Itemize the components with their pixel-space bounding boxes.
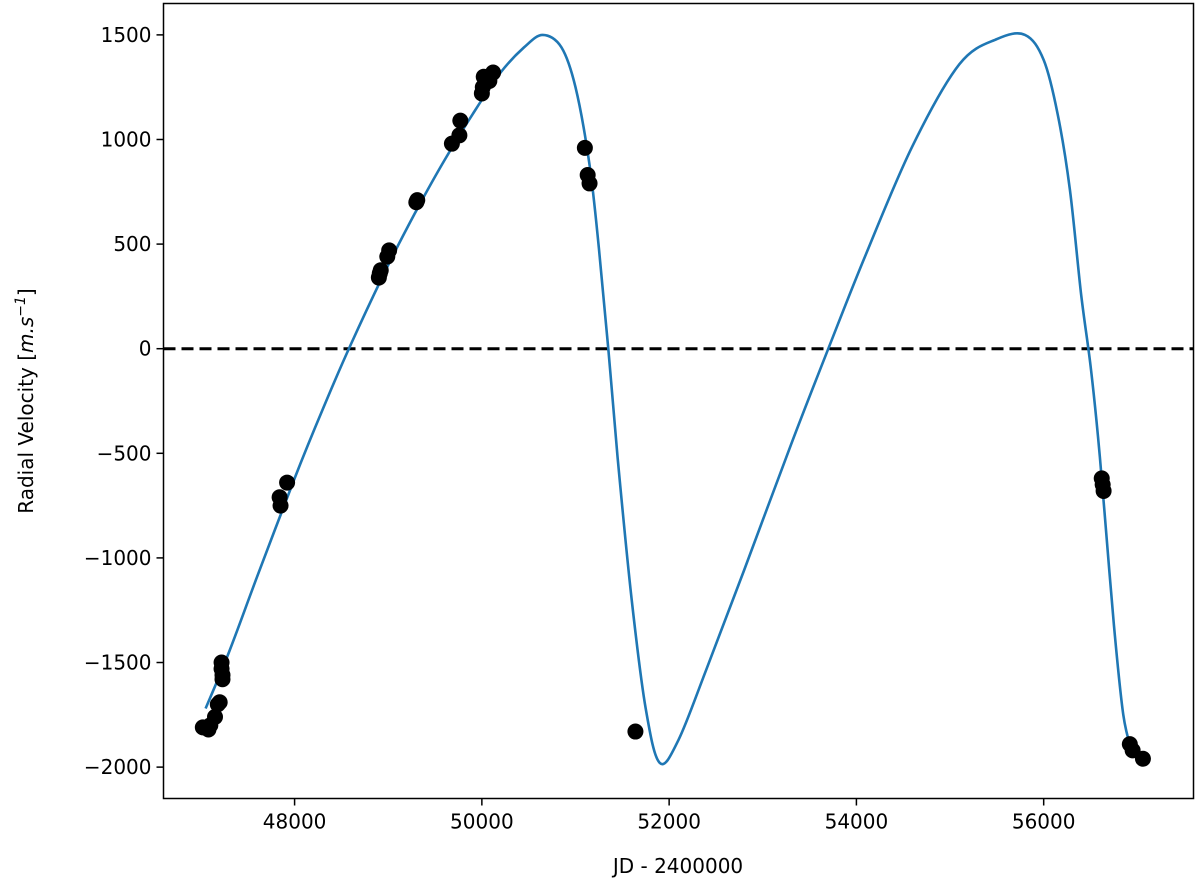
data-point [576,139,593,156]
y-axis-title-exponent: −1 [13,296,29,317]
y-tick-label: 500 [113,232,151,256]
data-point [485,64,502,81]
data-point [279,474,296,491]
data-point [451,127,468,144]
x-ticks: 48000 50000 52000 54000 56000 [263,798,1076,834]
data-point [214,671,231,688]
data-point [627,723,644,740]
data-point [1095,482,1112,499]
y-tick-label: −2000 [84,755,152,779]
x-tick-label: 56000 [1012,810,1076,834]
y-tick-label: 1500 [101,23,152,47]
axes-layer [162,2,1195,800]
data-point [381,242,398,259]
y-tick-label: 0 [139,337,152,361]
data-point [211,694,228,711]
data-point [409,192,426,209]
plot-frame [162,2,1195,800]
data-point [207,708,223,725]
y-axis-title-unit: m.s [14,317,38,353]
x-tick-label: 52000 [637,810,701,834]
y-tick-label: −1500 [84,651,152,675]
y-axis-title: Radial Velocity [m.s−1] [13,288,38,513]
data-point [372,262,389,279]
data-point [452,112,469,129]
y-axis-title-suffix: ] [14,288,38,296]
y-tick-label: −1000 [84,546,152,570]
y-axis-title-prefix: Radial Velocity [ [14,353,38,514]
x-axis-title: JD - 2400000 [611,854,743,878]
x-tick-label: 54000 [825,810,889,834]
data-point [272,497,289,514]
y-tick-label: −500 [97,441,152,465]
data-point [1134,750,1151,767]
x-tick-label: 48000 [263,810,327,834]
plot-layer [163,32,1194,767]
data-point [581,175,598,192]
y-tick-label: 1000 [101,127,152,151]
y-ticks: −2000 −1500 −1000 −500 0 500 1000 1500 [84,23,164,779]
model-curve [204,32,1134,766]
x-tick-label: 50000 [450,810,514,834]
